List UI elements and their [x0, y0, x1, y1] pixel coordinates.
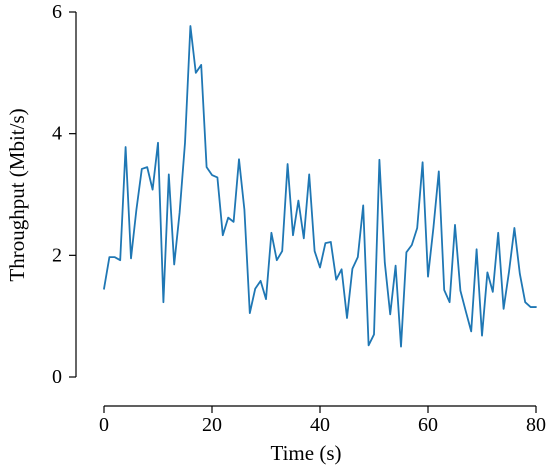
y-tick-label: 2	[52, 244, 62, 266]
x-ticks: 0 20 40 60 80	[99, 406, 546, 436]
x-tick-label: 60	[418, 414, 438, 436]
y-tick-label: 6	[52, 1, 62, 23]
throughput-series-line	[103, 25, 537, 348]
y-axis-label: Throughput (Mbit/s)	[5, 108, 29, 281]
y-ticks: 0 2 4 6	[52, 1, 76, 388]
x-tick-label: 40	[310, 414, 330, 436]
y-tick-label: 4	[52, 123, 62, 145]
x-tick-label: 0	[99, 414, 109, 436]
x-tick-label: 80	[526, 414, 546, 436]
x-axis-label: Time (s)	[271, 441, 342, 465]
x-tick-label: 20	[202, 414, 222, 436]
series-group	[103, 25, 537, 348]
y-tick-label: 0	[52, 366, 62, 388]
